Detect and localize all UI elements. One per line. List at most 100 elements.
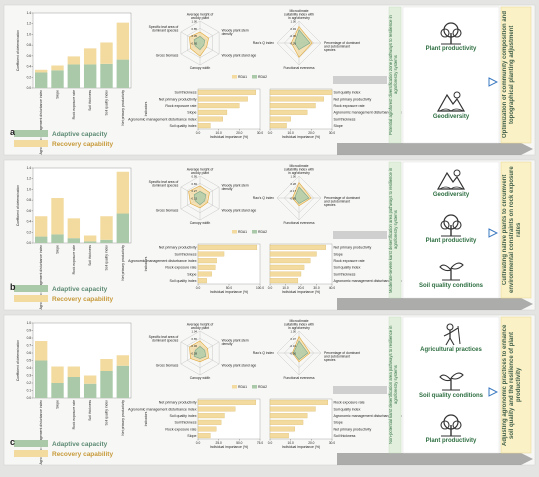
bar-adaptive [116,213,130,243]
radar-tick-label: 0.85 [192,27,198,31]
panel-letter: a [10,127,16,137]
rda1-label: RDA1 [238,230,247,234]
importance-label: Net primary productivity [334,246,372,250]
y-axis-label: Coefficient of determination [16,30,20,71]
y-tick-label: 0.8 [27,198,32,202]
radar-axis-label: Functional evenness [283,221,314,225]
bar-recovery [116,355,130,366]
icon-label: Plant productivity [425,237,477,244]
y-axis-label: Coefficient of determination [16,185,20,226]
y-tick-label: 0.2 [27,75,32,79]
radar-axis-label: Rao's Q index [253,41,274,45]
importance-tick-label: 10.0 [288,441,294,445]
panel-letter: c [10,437,15,447]
x-tick-label: Soil quality index [105,90,109,116]
icon-label: Geodiversity [432,113,470,120]
bar-adaptive [116,59,130,88]
icon-card [402,6,500,144]
radar-series-rda2 [193,191,207,205]
radar-axis-label: density [222,187,233,191]
radar-tick-label: 0.65 [192,337,198,341]
importance-axis-label: Individual importance (%) [210,135,248,139]
radar-tick-label: 1.00 [192,20,198,24]
importance-bar [197,278,207,284]
radar-tick-label: -0.26 [290,42,297,46]
bar-adaptive [83,383,97,398]
radar-axis-label: and subdominant [324,45,350,49]
pathway-text: Potential agroforest diversification zon… [388,15,398,135]
bar-adaptive [100,63,113,88]
importance-tick-label: 0.0 [268,441,273,445]
radar-axis-label: Percentage of dominant [324,196,360,200]
radar-tick-label: -0.50 [290,352,297,356]
bar-recovery [51,198,64,235]
importance-bar [269,123,287,129]
radar-axis-label: density [222,342,233,346]
bar-recovery [83,235,97,242]
outcome-arrow [337,453,533,465]
radar-series-rda2 [293,340,309,361]
legend-swatch-adaptive [14,285,48,292]
bar-recovery [34,69,48,73]
radar-chart-structure: 0.95 0.69 0.27 -0.15 Average height ofwoody … [149,167,257,225]
radar-axis-label: Gross biomass [156,54,179,58]
radar-chart-function: 1.00 0.93 -0.05 -0.26 Microclimatesuitabilit… [253,9,360,70]
radar-tick-label: 0.37 [291,337,297,341]
importance-bar [197,89,257,95]
bar-recovery [116,171,130,214]
bar-recovery [67,56,81,65]
radar-axis-label: dominant species [152,29,179,33]
legend-swatch-recovery [14,295,48,302]
y-tick-label: 0.6 [27,54,32,58]
importance-tick-label: 100.0 [256,286,264,290]
importance-label: Agronomic management disturbance index [334,414,403,418]
bar-adaptive [100,371,113,398]
radar-tick-label: -0.01 [290,344,297,348]
radar-tick-label: 0.28 [291,182,297,186]
radar-chart-structure: 1.04 0.65 -0.06 -0.38 Average height ofwoody… [149,322,257,380]
y-tick-label: 1.4 [27,166,32,170]
outcome-arrow [337,143,533,155]
bar-recovery [34,216,48,237]
icon-label: Geodiversity [432,192,470,199]
importance-chart-left: Net primary productivity Agronomic manage… [128,398,263,449]
radar-axis-label: Microclimate [289,9,308,13]
importance-tick-label: 0.0 [268,131,273,135]
rda2-swatch [252,230,257,234]
farmer-icon [443,323,461,346]
stacked-bar-chart: 0.0 0.2 0.4 0.6 0.8 1.0 1.2 1.4 Agronomic manage… [16,11,132,154]
y-tick-label: 1.2 [27,22,32,26]
radar-series-rda2 [294,29,311,51]
bar-adaptive [100,239,113,243]
radar-axis-label: Gross biomass [156,209,179,213]
importance-tick-label: 30.0 [329,441,335,445]
panel-letter: b [10,282,16,292]
legend-swatch-recovery [14,450,48,457]
radar-axis-label: woody plant [191,326,209,330]
x-tick-label: Agronomic management disturbance index [39,400,43,465]
radar-axis-label: Microclimate [289,319,308,323]
importance-axis-label: Individual importance (%) [282,135,320,139]
importance-bar [197,271,212,277]
bar-recovery [67,366,81,377]
bar-recovery [67,218,81,239]
x-tick-label: Soil quality index [105,245,109,271]
importance-label: Rock exposure rate [165,104,196,108]
bar-adaptive [34,360,48,398]
importance-chart-right: Net primary productivity Slope Rock exposu… [268,243,402,294]
legend-swatch-adaptive [14,440,48,447]
importance-bar [269,413,308,419]
bar-adaptive [67,377,81,398]
outcome-text: Optimization of community composition an… [502,11,515,139]
radar-axis-label: dominant species [152,184,179,188]
radar-tick-label: -0.17 [290,189,297,193]
bar-adaptive [67,64,81,88]
x-tick-label: Net primary productivity [121,400,125,436]
x-tick-label: Rock exposure rate [72,245,76,275]
radar-series-rda2 [294,186,310,204]
y-tick-label: 0.8 [27,336,32,340]
radar-tick-label: -0.38 [191,352,198,356]
importance-bar [197,413,225,419]
radar-chart-function: 1.00 0.37 -0.01 -0.50 Microclimatesuitabilit… [253,319,360,380]
outcome-arrow [337,298,533,310]
